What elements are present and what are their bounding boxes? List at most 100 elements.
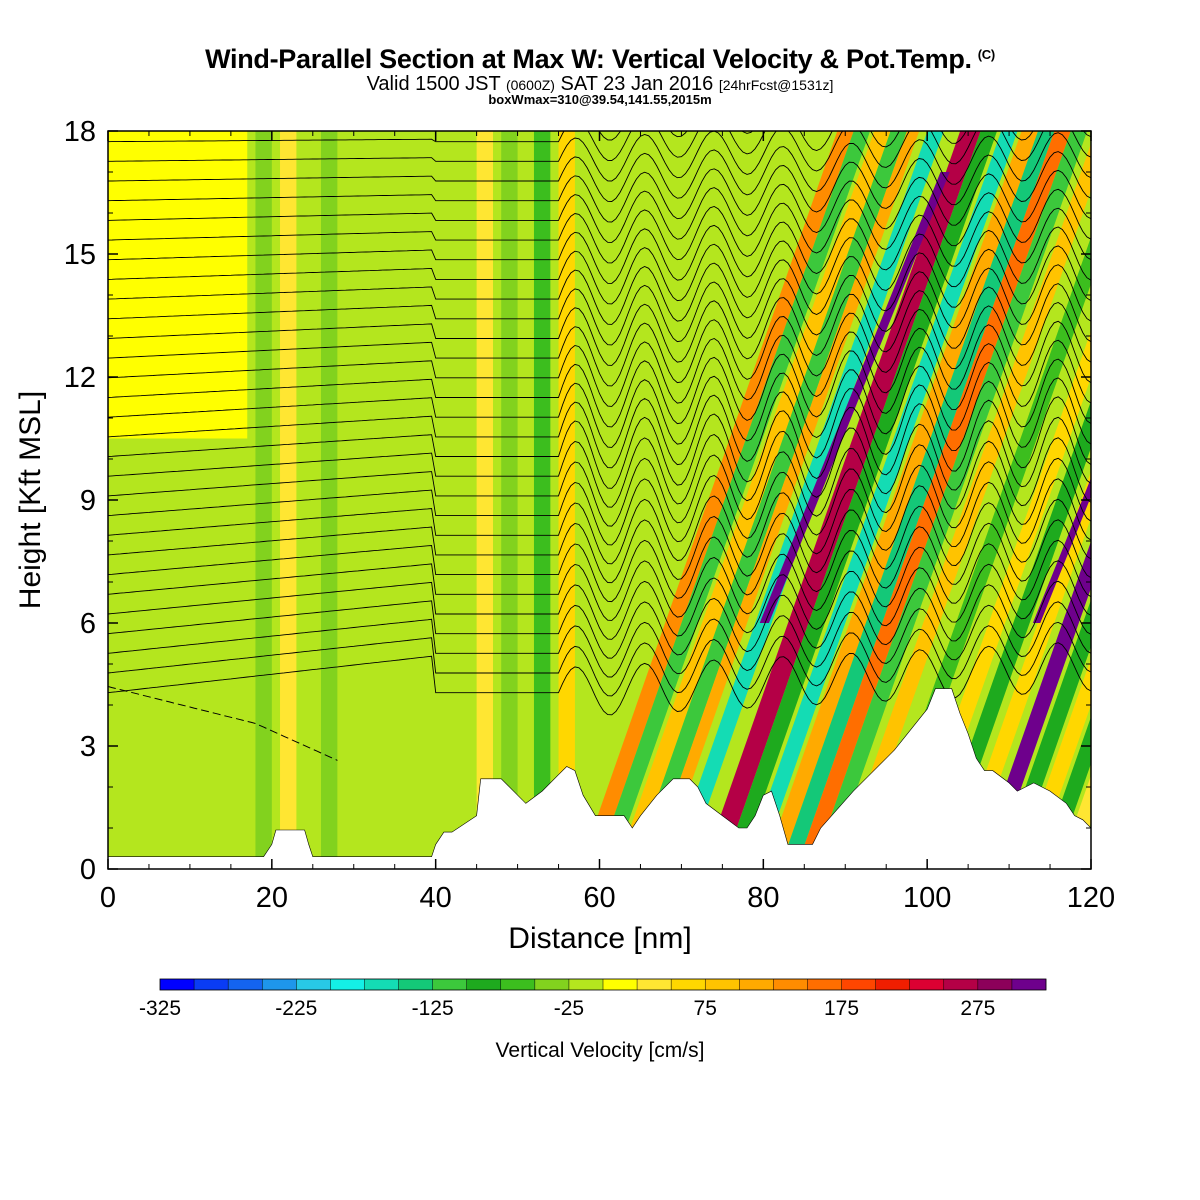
velocity-band — [533, 131, 551, 869]
theta-contour — [108, 226, 1091, 305]
y-axis-label: Height [Kft MSL] — [14, 391, 47, 609]
theta-contour — [108, 437, 1091, 527]
velocity-band — [579, 131, 854, 869]
velocity-core — [1032, 478, 1091, 623]
theta-contour — [108, 416, 1091, 508]
velocity-band — [902, 330, 1091, 869]
velocity-core — [759, 172, 950, 623]
theta-contour — [108, 396, 1091, 489]
colorbar-tick-label: 75 — [694, 997, 717, 1020]
colorbar-swatch — [909, 979, 945, 990]
colorbar-tick-label: -225 — [275, 997, 317, 1020]
theta-contour — [108, 478, 1091, 565]
y-tick-label: 9 — [80, 485, 96, 517]
theta-contour-dashed — [108, 686, 338, 761]
colorbar-swatch — [432, 979, 467, 990]
terrain-mask — [108, 688, 1091, 869]
theta-contour — [108, 519, 1091, 603]
y-tick-label: 6 — [80, 608, 96, 640]
theta-contour — [108, 580, 1091, 659]
y-tick-label: 15 — [64, 239, 96, 271]
colorbar-swatch — [705, 979, 740, 990]
colorbar-swatch — [194, 979, 229, 990]
chart-subtitle: Valid 1500 JST (0600Z) SAT 23 Jan 2016 [… — [366, 73, 834, 95]
theta-contour — [108, 188, 1091, 264]
velocity-band — [927, 400, 1091, 869]
velocity-band — [476, 131, 494, 869]
velocity-band — [648, 131, 920, 869]
velocity-band — [869, 237, 1091, 869]
subtitle-zulu: (0600Z) — [505, 77, 555, 93]
colorbar-tick-label: -125 — [412, 997, 454, 1020]
copyright-mark: (C) — [977, 47, 995, 62]
terrain — [108, 688, 1091, 869]
theta-contour — [108, 339, 1091, 428]
colorbar-swatch — [875, 979, 910, 990]
velocity-band — [837, 143, 1091, 869]
x-tick-label: 120 — [1067, 882, 1115, 914]
theta-contours — [108, 131, 1091, 761]
x-tick-label: 0 — [100, 882, 116, 914]
colorbar-swatch — [568, 979, 604, 990]
velocity-band — [1078, 833, 1091, 869]
velocity-band — [742, 131, 1018, 869]
colorbar-label: Vertical Velocity [cm/s] — [496, 1039, 705, 1062]
x-tick-label: 100 — [903, 882, 951, 914]
colorbar-swatch — [739, 979, 774, 990]
x-axis-label: Distance [nm] — [508, 922, 691, 955]
colorbar-swatch — [296, 979, 331, 990]
colorbar-swatch — [943, 979, 979, 990]
colorbar-tick-label: -25 — [554, 997, 584, 1020]
theta-contour — [108, 539, 1091, 621]
theta-contour — [108, 642, 1091, 716]
velocity-band — [722, 131, 998, 869]
velocity-band — [796, 131, 1071, 869]
y-tick-label: 0 — [80, 854, 96, 886]
colorbar-swatch — [330, 979, 365, 990]
colorbar-swatch — [671, 979, 706, 990]
theta-contour — [108, 264, 1091, 346]
velocity-band — [595, 131, 871, 869]
velocity-band — [996, 599, 1091, 869]
velocity-band — [812, 131, 1088, 869]
x-tick-label: 20 — [256, 882, 288, 914]
colorbar: -325 -225 -125 -25 75 175 275 — [139, 978, 1047, 1020]
y-tick-label: 12 — [64, 362, 96, 394]
colorbar-swatch — [1011, 979, 1047, 990]
colorbar-tick-label: 175 — [824, 997, 859, 1020]
colorbar-swatch — [773, 979, 808, 990]
theta-contour — [108, 560, 1091, 640]
theta-contour — [108, 457, 1091, 546]
axes: 0 20 40 60 80 100 120 0 3 6 9 12 15 18 — [64, 116, 1115, 914]
theta-contour — [108, 283, 1091, 366]
theta-contour — [108, 301, 1091, 387]
theta-contour — [108, 358, 1091, 448]
colorbar-swatch — [637, 979, 672, 990]
colorbar-swatch — [466, 979, 502, 990]
colorbar-swatch — [160, 979, 195, 990]
colorbar-swatch — [364, 979, 399, 990]
colorbar-swatch — [977, 979, 1013, 990]
velocity-band — [701, 131, 981, 869]
velocity-band — [763, 131, 1039, 869]
colorbar-swatch — [603, 979, 638, 990]
velocity-band — [419, 131, 436, 869]
theta-contour — [108, 245, 1091, 325]
colorbar-swatch — [807, 979, 842, 990]
x-tick-label: 60 — [583, 882, 615, 914]
y-tick-label: 18 — [64, 116, 96, 148]
theta-contour — [108, 131, 1091, 182]
velocity-band — [615, 131, 891, 869]
velocity-band — [558, 131, 575, 869]
theta-contour — [108, 601, 1091, 678]
colorbar-tick-label: -325 — [139, 997, 181, 1020]
theta-contour — [108, 151, 1091, 223]
colorbar-swatch — [262, 979, 297, 990]
theta-contour — [108, 621, 1091, 697]
velocity-band — [501, 131, 518, 869]
theta-contour — [108, 320, 1091, 407]
colorbar-tick-label: 275 — [960, 997, 995, 1020]
colorbar-swatch — [534, 979, 570, 990]
chart-title: Wind-Parallel Section at Max W: Vertical… — [205, 44, 995, 74]
